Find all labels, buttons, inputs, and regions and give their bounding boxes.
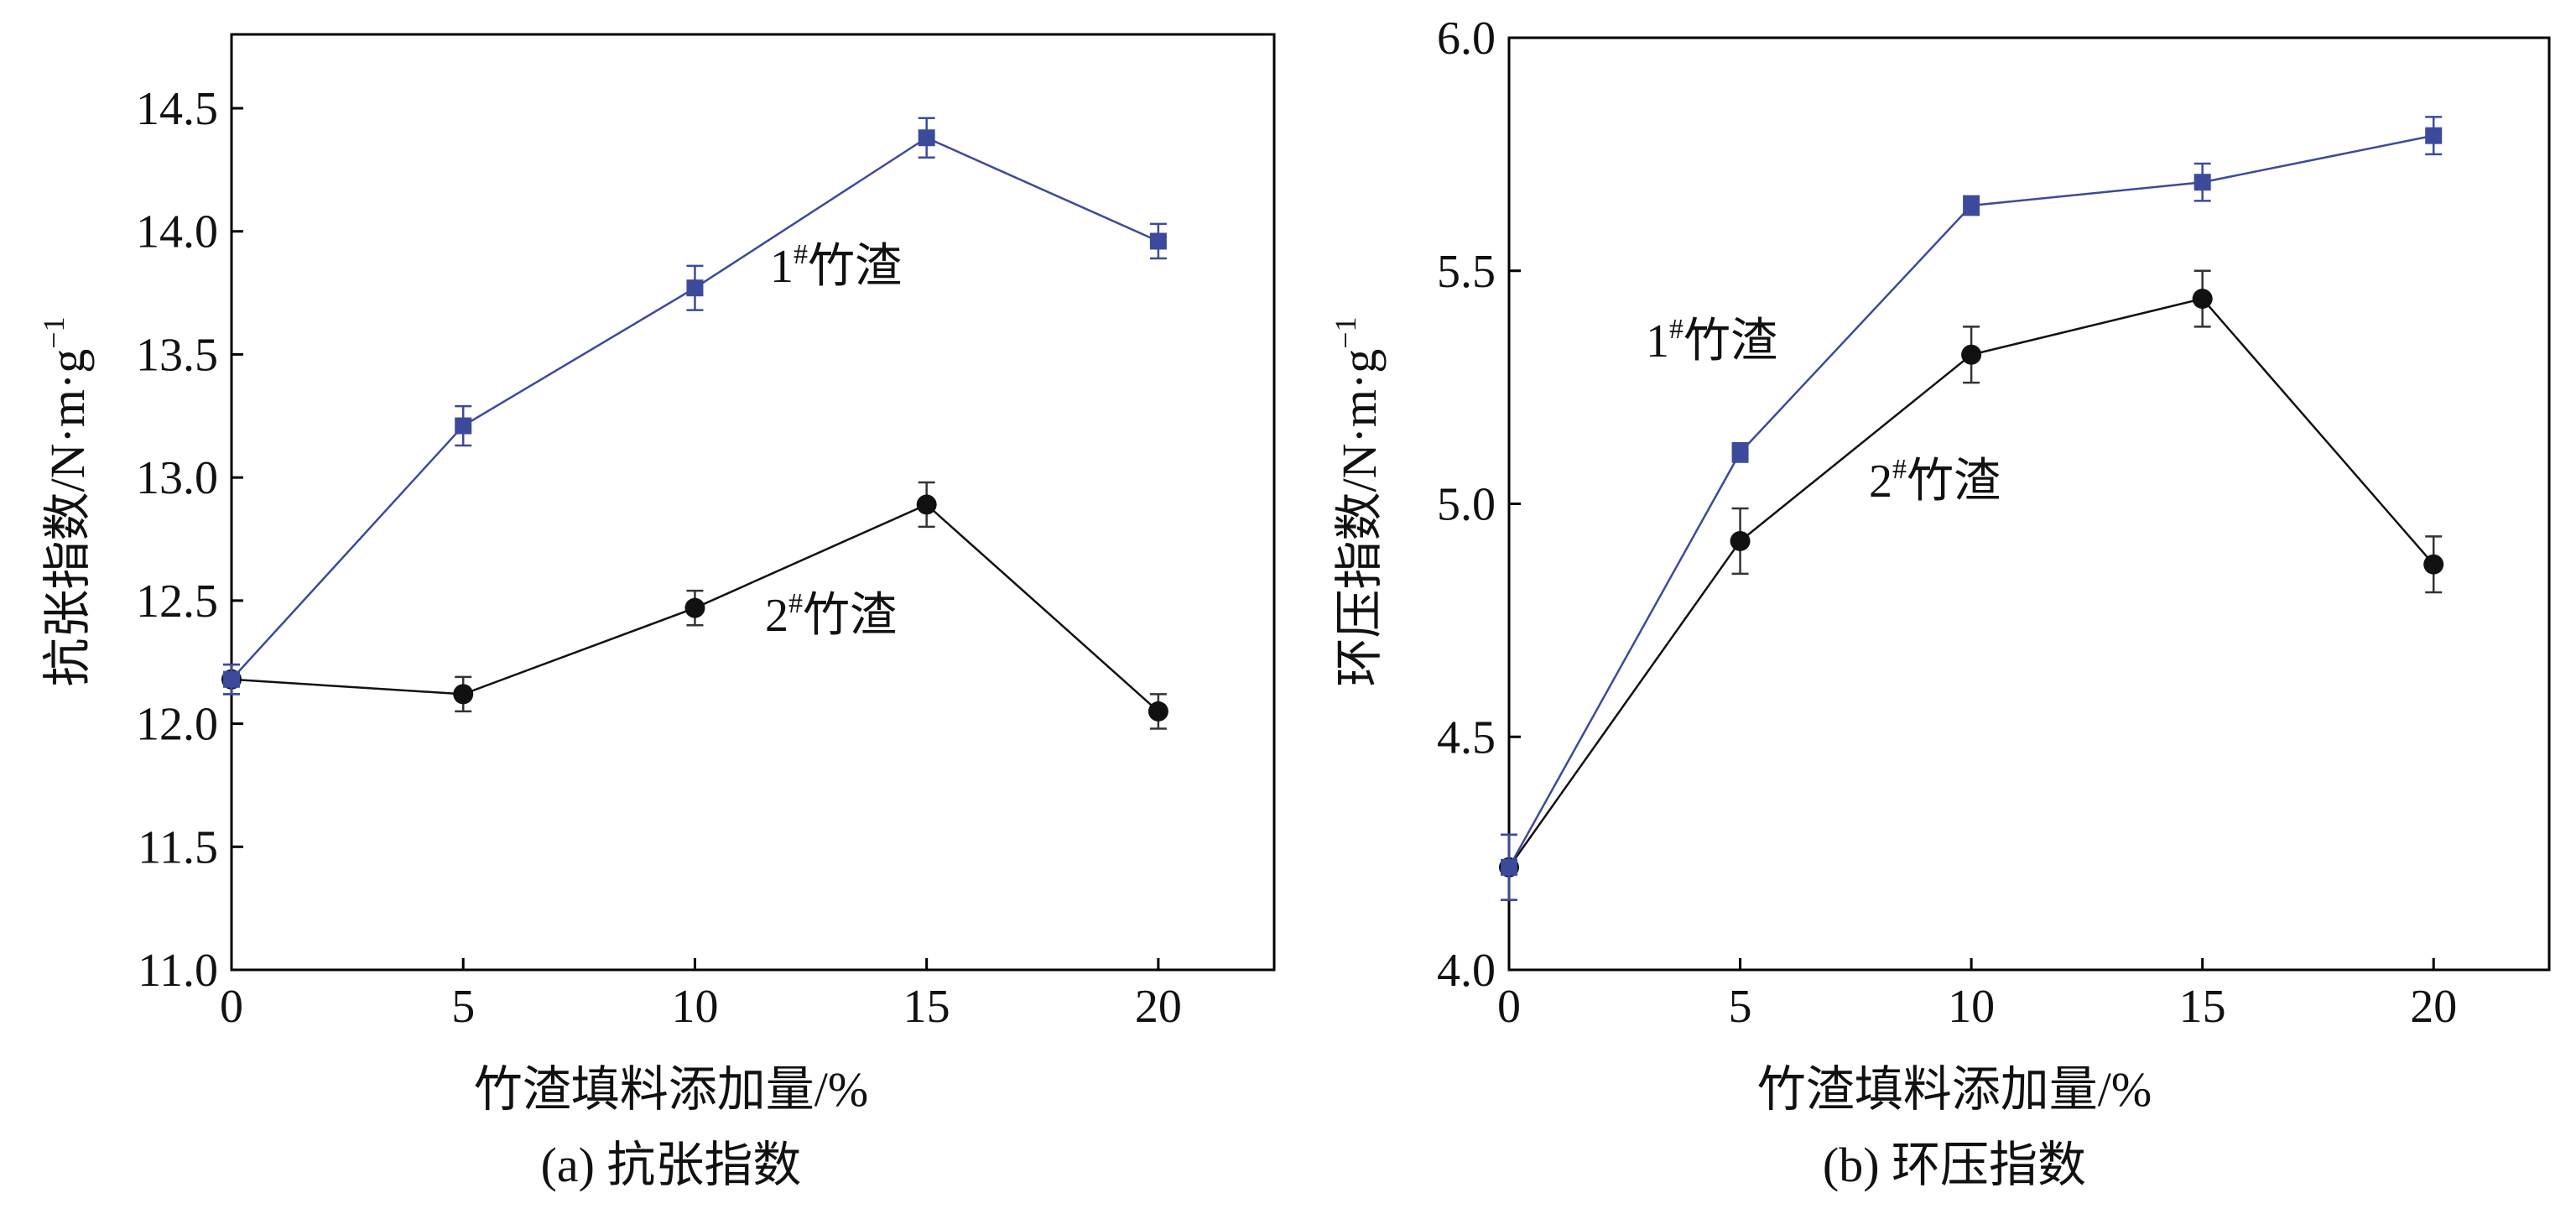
- chart-b-y-tick-label: 5.5: [1437, 246, 1496, 298]
- chart-b-x-tick-label: 20: [2410, 981, 2457, 1033]
- chart-b-series-1-point: [1731, 444, 1749, 461]
- chart-a-series-2-point: [1147, 701, 1168, 722]
- chart-b-y-tick-label: 4.0: [1437, 945, 1496, 997]
- chart-a-plot-frame: [230, 33, 1276, 972]
- chart-a-y-tick-label: 14.0: [136, 206, 218, 258]
- chart-a-y-tick-label: 11.0: [138, 945, 218, 997]
- chart-a-y-tick-label: 12.0: [136, 699, 218, 751]
- chart-a-series-1-point: [455, 417, 472, 435]
- chart-a-series-2-point: [453, 684, 474, 705]
- chart-b-x-tick-label: 5: [1729, 981, 1752, 1033]
- chart-a-y-axis-title: 抗张指数/N·m·g−1: [37, 316, 95, 686]
- chart-a-y-axis: 11.0 11.5 12.0 12.5 13.0 13.5 14.0 14.5: [136, 83, 243, 997]
- chart-a-series-1-point: [686, 279, 704, 297]
- chart-a-series-1-point: [918, 129, 935, 147]
- chart-a-series-2-point: [684, 597, 705, 618]
- chart-b-x-tick-label: 15: [2179, 981, 2226, 1033]
- chart-a-x-axis: 0 5 10 15 20: [220, 958, 1182, 1033]
- chart-b-series-1-point: [2425, 127, 2443, 144]
- chart-b-series-2-point: [1961, 344, 1982, 365]
- chart-a-y-tick-label: 11.5: [138, 821, 218, 873]
- chart-b-y-tick-label: 5.0: [1437, 479, 1496, 531]
- chart-b-x-axis: 0 5 10 15 20: [1497, 958, 2457, 1033]
- chart-a-x-tick-label: 15: [903, 981, 950, 1033]
- chart-b-series-layer: [1499, 116, 2444, 901]
- chart-a-caption: (a) 抗张指数: [541, 1138, 802, 1192]
- chart-b-y-tick-label: 6.0: [1437, 13, 1496, 65]
- chart-b-series-2-point: [2423, 554, 2444, 575]
- chart-b-x-tick-label: 10: [1948, 981, 1995, 1033]
- chart-a-y-tick-label: 13.5: [136, 329, 218, 381]
- chart-a-y-tick-label: 14.5: [136, 83, 218, 135]
- chart-b-series-2-point: [1730, 530, 1751, 551]
- chart-b-x-axis-title: 竹渣填料添加量/%: [1757, 1062, 2152, 1117]
- chart-b-series-2-point: [2192, 289, 2213, 310]
- chart-a-series-1-point: [1149, 232, 1167, 250]
- chart-a-series-1-label: 1#竹渣: [770, 239, 902, 293]
- chart-a-series-2-label: 2#竹渣: [765, 588, 897, 642]
- chart-b-series-2-line: [1507, 297, 2435, 868]
- chart-a-series-2-point: [916, 494, 937, 515]
- chart-a-x-tick-label: 0: [220, 981, 243, 1033]
- chart-b-x-tick-label: 0: [1497, 981, 1521, 1033]
- chart-a-y-tick-label: 13.0: [136, 452, 218, 504]
- chart-b-series-1-point: [1501, 858, 1517, 876]
- chart-b-plot-frame: [1507, 36, 2551, 972]
- chart-b-y-axis-title: 环压指数/N·m·g−1: [1329, 316, 1387, 686]
- chart-a-x-tick-label: 5: [451, 981, 475, 1033]
- chart-a-y-tick-label: 12.5: [136, 576, 218, 628]
- chart-a-x-tick-label: 20: [1135, 981, 1182, 1033]
- chart-a-series-1-point: [223, 670, 240, 688]
- chart-b-series-2-label: 2#竹渣: [1869, 454, 2001, 508]
- chart-a-series-layer: [221, 117, 1168, 730]
- chart-a-x-axis-title: 竹渣填料添加量/%: [474, 1062, 868, 1117]
- chart-a-x-tick-label: 10: [671, 981, 718, 1033]
- chart-b-series-1-point: [2194, 174, 2211, 191]
- chart-b-series-1-label: 1#竹渣: [1646, 314, 1777, 367]
- chart-a: 11.0 11.5 12.0 12.5 13.0 13.5 14.0 14.5 0 5 10 15 2…: [37, 33, 1276, 1192]
- chart-b-caption: (b) 环压指数: [1823, 1138, 2086, 1192]
- chart-b: 4.0 4.5 5.0 5.5 6.0 0 5 10 15 20 1#竹渣 2#竹渣 环压指数/…: [1329, 13, 2551, 1192]
- chart-b-y-tick-label: 4.5: [1437, 711, 1496, 763]
- chart-b-series-1-point: [1963, 196, 1980, 214]
- chart-b-y-axis: 4.0 4.5 5.0 5.5 6.0: [1437, 13, 1521, 997]
